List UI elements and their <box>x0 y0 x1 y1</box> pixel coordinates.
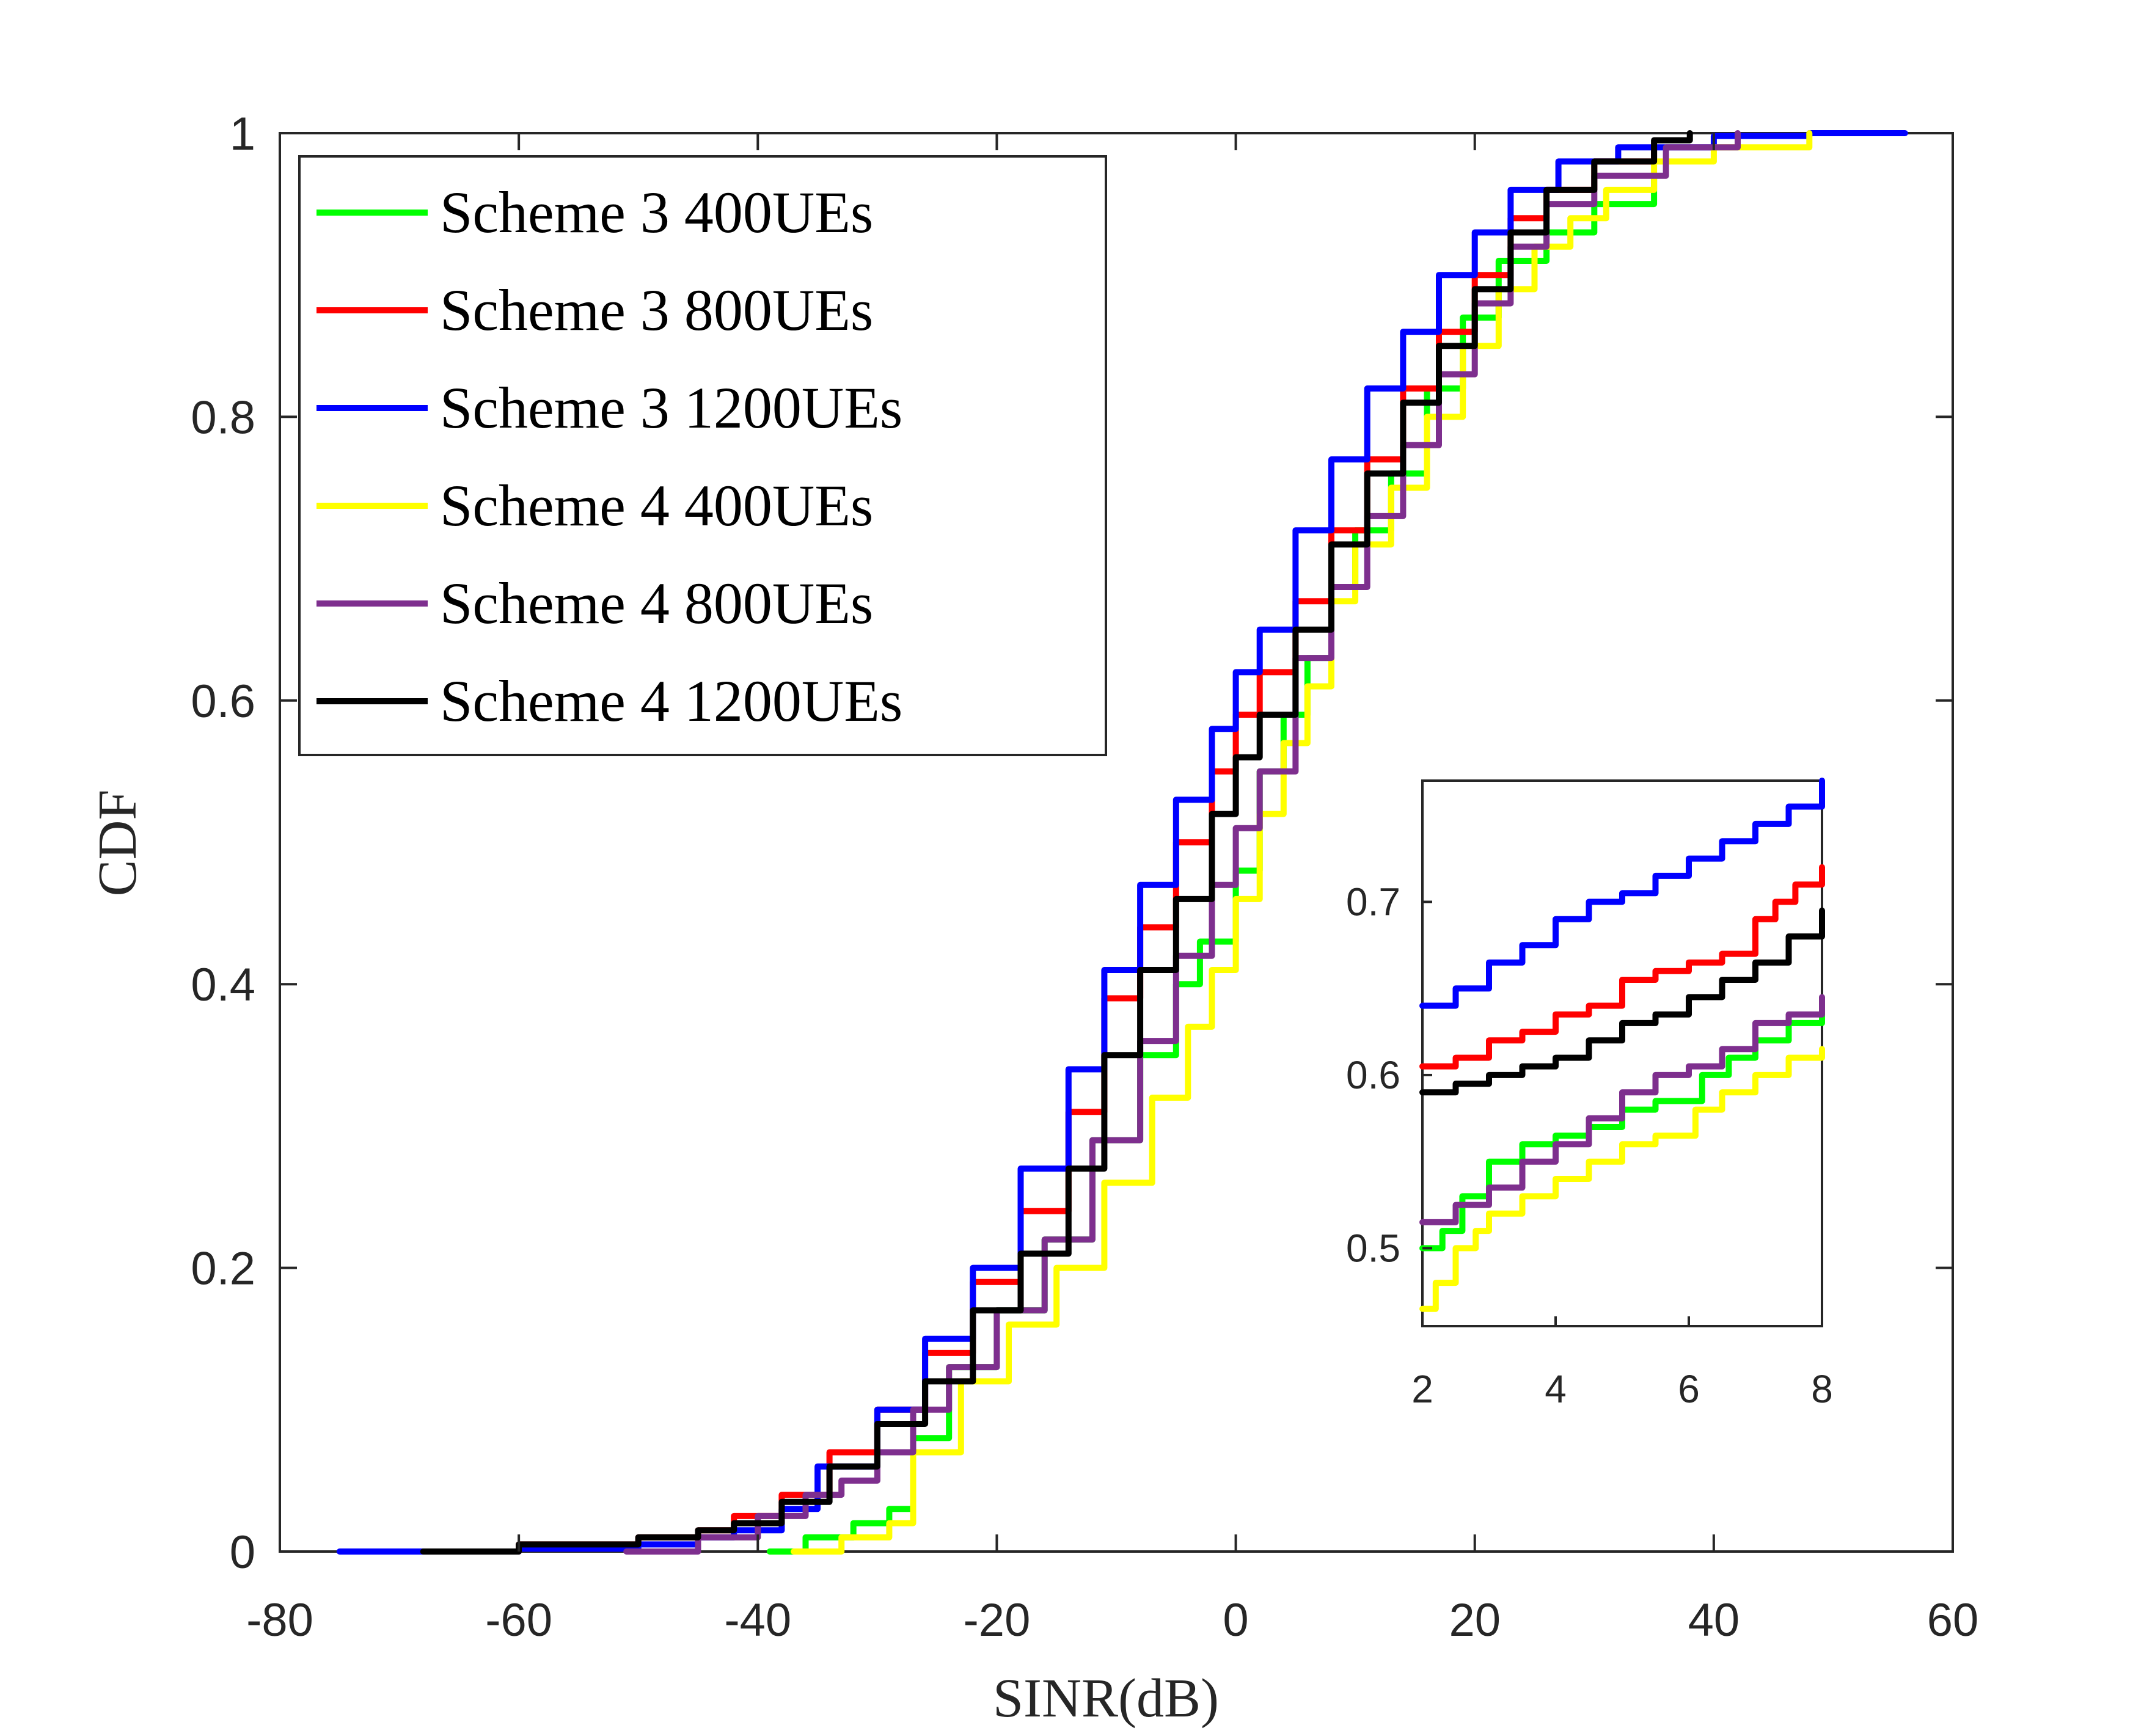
y-tick-label: 0.6 <box>191 676 255 728</box>
legend-label-scheme-3-400ues: Scheme 3 400UEs <box>440 180 873 245</box>
x-tick-label: 0 <box>1223 1594 1248 1646</box>
x-tick-label: 40 <box>1688 1594 1740 1646</box>
inset-series-group <box>1419 778 1825 1312</box>
x-tick-label: -20 <box>964 1594 1031 1646</box>
legend-label-scheme-3-800ues: Scheme 3 800UEs <box>440 277 873 343</box>
series-line-scheme-4-400ues <box>791 130 1813 1555</box>
inset-x-tick-label: 6 <box>1678 1367 1700 1411</box>
inset-y-tick-label: 0.5 <box>1346 1226 1400 1270</box>
x-tick-label: -60 <box>485 1594 552 1646</box>
series-line-scheme-4-1200ues <box>420 130 1693 1555</box>
inset-series-line-scheme-3-1200ues <box>1419 778 1825 1009</box>
inset-series-line-scheme-4-1200ues <box>1419 907 1825 1096</box>
y-tick-label: 0 <box>230 1526 255 1578</box>
legend: Scheme 3 400UEs Scheme 3 800UEs Scheme 3 1… <box>298 155 1107 756</box>
x-tick-label: 20 <box>1449 1594 1501 1646</box>
x-tick-label: -40 <box>724 1594 791 1646</box>
inset-ticks-group: 2 4 6 8 0.5 0.6 0.7 <box>1346 880 1833 1411</box>
y-axis-title: CDF <box>87 789 148 896</box>
x-tick-label: -80 <box>246 1594 313 1646</box>
inset-series-line-scheme-4-400ues <box>1419 1046 1825 1312</box>
x-axis-title: SINR(dB) <box>993 1668 1219 1729</box>
legend-label-scheme-4-400ues: Scheme 4 400UEs <box>440 473 873 538</box>
x-tick-label: 60 <box>1927 1594 1979 1646</box>
inset-x-tick-label: 8 <box>1811 1367 1833 1411</box>
inset-y-tick-label: 0.7 <box>1346 880 1400 924</box>
inset-x-tick-label: 2 <box>1411 1367 1433 1411</box>
legend-label-scheme-3-1200ues: Scheme 3 1200UEs <box>440 375 902 440</box>
y-tick-label: 1 <box>230 108 255 160</box>
main-ticks-group: -80 -60 -40 -20 0 20 40 60 0 0.2 0.4 0.6 0.8 1 <box>191 108 1978 1646</box>
inset-series-line-scheme-3-800ues <box>1419 864 1825 1070</box>
inset-series-line-scheme-4-800ues <box>1419 994 1825 1225</box>
legend-label-scheme-4-1200ues: Scheme 4 1200UEs <box>440 668 902 734</box>
y-tick-label: 0.8 <box>191 392 255 443</box>
main-series-group <box>336 130 1908 1555</box>
inset-x-tick-label: 4 <box>1545 1367 1567 1411</box>
inset-axes: 2 4 6 8 0.5 0.6 0.7 <box>1346 778 1833 1411</box>
y-tick-label: 0.2 <box>191 1243 255 1295</box>
legend-label-scheme-4-800ues: Scheme 4 800UEs <box>440 571 873 636</box>
inset-y-tick-label: 0.6 <box>1346 1053 1400 1097</box>
y-tick-label: 0.4 <box>191 959 255 1011</box>
legend-box <box>298 155 1107 756</box>
inset-plot-area <box>1421 779 1823 1327</box>
